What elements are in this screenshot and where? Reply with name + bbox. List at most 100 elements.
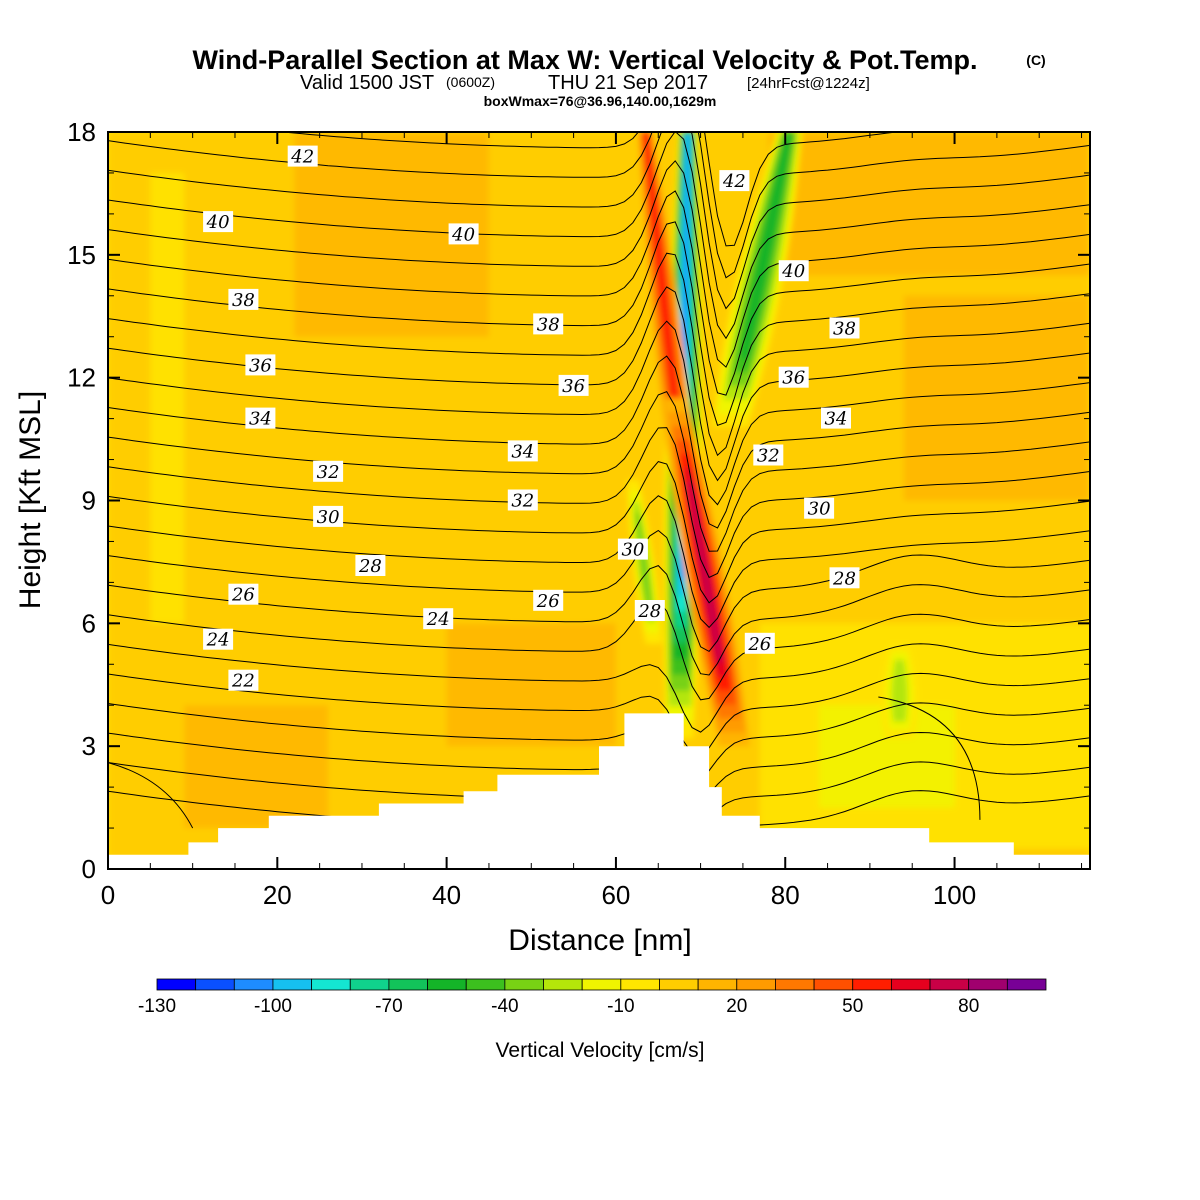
valid-time-zulu: (0600Z) [446,74,495,90]
colorbar-tick-label: 50 [842,996,863,1017]
colorbar-swatch [890,978,931,991]
theta-label: 38 [228,288,259,311]
theta-contour-line [108,132,1090,310]
theta-contour-line [108,643,1090,733]
colorbar-tick-label: 20 [726,996,747,1017]
colorbar-tick-label: -100 [254,996,292,1017]
theta-label-text: 30 [317,507,340,528]
theta-label: 36 [245,354,276,376]
theta-label: 26 [533,589,564,612]
colorbar-tick-label: -40 [491,996,518,1017]
theta-contour-line [108,427,1090,579]
colorbar-swatch [697,978,738,991]
velocity-region [446,623,616,747]
x-tick-label: 100 [933,880,976,910]
theta-label-box [313,505,344,527]
theta-contour-line [108,565,1090,676]
theta-label-box [507,489,538,511]
colorbar-swatch [581,978,622,991]
theta-label: 24 [203,628,234,651]
colorbar-swatch [465,978,506,991]
theta-label: 32 [753,444,784,467]
theta-label-text: 28 [832,568,856,589]
theta-label: 32 [507,489,538,512]
theta-label-box [228,583,259,605]
colorbar-swatch [775,978,815,991]
theta-label-text: 30 [808,499,831,520]
theta-label-box [719,170,750,192]
theta-contour-line [108,132,1090,340]
theta-label-text: 24 [206,630,230,651]
theta-label-box [203,628,234,650]
colorbar-swatch [659,978,699,991]
theta-label-box [634,600,665,621]
colorbar-tick-label: 80 [958,996,979,1017]
velocity-band [635,512,653,611]
theta-label-text: 26 [747,634,771,655]
y-tick-label: 18 [67,117,96,147]
theta-label: 28 [829,567,860,589]
y-tick-label: 0 [82,854,96,884]
theta-contour-line [108,600,1090,701]
theta-label-box [778,366,809,388]
theta-label-text: 40 [206,212,230,233]
theta-label-text: 34 [249,409,272,430]
theta-label-box [804,497,835,519]
velocity-band [739,132,793,359]
theta-label: 28 [355,555,386,577]
theta-contour-line [108,495,1090,629]
theta-contour-line [108,702,1090,779]
theta-contour-line [108,320,1090,506]
theta-label: 34 [245,407,276,430]
theta-label: 42 [287,145,318,168]
theta-label-box [829,317,860,339]
theta-label: 38 [533,313,564,335]
theta-label-text: 38 [232,290,255,311]
theta-label: 34 [821,407,851,430]
theta-contour-line [278,132,901,247]
colorbar-label: Vertical Velocity [cm/s] [496,1039,705,1062]
theta-label-text: 26 [231,585,255,606]
velocity-region [150,172,185,624]
theta-label-box [203,211,234,233]
theta-contour-line [108,221,1090,426]
y-axis-label: Height [Kft MSL] [14,391,47,609]
theta-contour-line [108,461,1090,604]
theta-contour-line [108,252,1090,457]
theta-label-text: 36 [782,368,805,389]
colorbar-swatch [388,978,428,991]
colorbar-swatch [195,978,235,991]
theta-label: 34 [507,440,538,462]
valid-time-prefix: Valid 1500 JST [300,72,434,94]
theta-label-text: 34 [825,409,848,430]
velocity-band [643,132,682,437]
x-tick-label: 20 [263,880,292,910]
theta-contour-line [108,132,1090,279]
colorbar-tick-label: -10 [607,996,634,1017]
x-tick-label: 80 [771,880,800,910]
colorbar-swatch [156,978,197,991]
theta-label: 40 [203,211,234,233]
theta-label: 40 [778,260,809,282]
theta-contour-line [878,696,981,820]
theta-label-text: 28 [358,556,382,577]
velocity-band [687,481,724,663]
theta-label-box [245,407,276,429]
colorbar-swatch [968,978,1008,991]
valid-date: THU 21 Sep 2017 [548,72,708,94]
theta-contour-line [108,762,194,829]
y-tick-label: 15 [67,240,96,270]
theta-label-box [228,288,259,310]
theta-label-text: 42 [290,147,314,168]
colorbar-swatch [349,978,390,991]
chart-title: Wind-Parallel Section at Max W: Vertical… [193,45,978,75]
theta-label-box [533,589,564,611]
theta-label: 26 [744,632,775,655]
theta-contour-line [108,160,1090,368]
theta-label-text: 36 [249,355,272,376]
colorbar-swatch [813,978,854,991]
theta-label-box [287,145,318,167]
